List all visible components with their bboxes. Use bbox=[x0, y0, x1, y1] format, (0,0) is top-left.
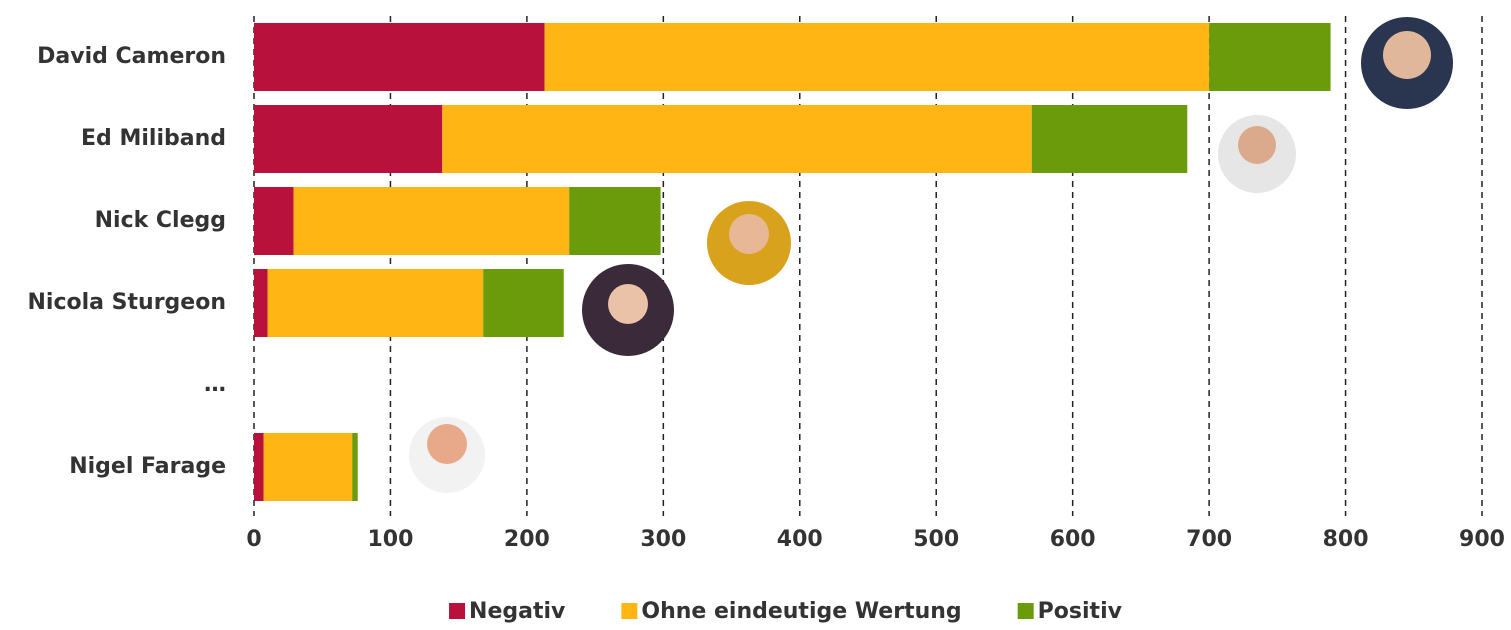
bar-segment bbox=[254, 23, 545, 91]
legend-swatch bbox=[621, 603, 637, 619]
bar-segment bbox=[1209, 23, 1330, 91]
bar-segment bbox=[254, 187, 294, 255]
legend-label: Negativ bbox=[469, 599, 566, 624]
bar-segment bbox=[1032, 105, 1188, 173]
legend-swatch bbox=[449, 603, 465, 619]
photo-face bbox=[608, 284, 648, 324]
bar-segment bbox=[254, 105, 442, 173]
y-tick-label: David Cameron bbox=[37, 44, 226, 69]
bar-segment bbox=[569, 187, 660, 255]
photo-face bbox=[1383, 31, 1431, 79]
x-tick-label: 300 bbox=[640, 527, 686, 552]
x-tick-label: 200 bbox=[504, 527, 550, 552]
x-tick-label: 800 bbox=[1323, 527, 1369, 552]
bar-segment bbox=[264, 433, 353, 501]
y-tick-label: Nicola Sturgeon bbox=[28, 290, 226, 315]
x-tick-label: 100 bbox=[367, 527, 413, 552]
legend-label: Positiv bbox=[1038, 599, 1123, 624]
bar-segment bbox=[483, 269, 564, 337]
chart: 0 100 200 300 400 500 600 700 800 900 David Camero… bbox=[0, 0, 1511, 630]
x-tick-label: 400 bbox=[777, 527, 823, 552]
bar-segment bbox=[268, 269, 484, 337]
bar-segment bbox=[352, 433, 357, 501]
y-tick-label: Nigel Farage bbox=[69, 454, 226, 479]
bar-segment bbox=[545, 23, 1209, 91]
legend: Negativ Ohne eindeutige Wertung Positiv bbox=[449, 599, 1123, 624]
x-tick-label: 900 bbox=[1459, 527, 1505, 552]
bar-segment bbox=[294, 187, 570, 255]
x-tick-label: 700 bbox=[1186, 527, 1232, 552]
legend-label: Ohne eindeutige Wertung bbox=[641, 599, 961, 624]
x-tick-label: 0 bbox=[246, 527, 261, 552]
x-tick-label: 600 bbox=[1050, 527, 1096, 552]
legend-swatch bbox=[1018, 603, 1034, 619]
y-tick-label: … bbox=[204, 372, 226, 397]
photo-face bbox=[1238, 126, 1276, 164]
x-tick-label: 500 bbox=[913, 527, 959, 552]
photo-face bbox=[729, 214, 769, 254]
bar-segment bbox=[254, 433, 264, 501]
bar-segment bbox=[254, 269, 268, 337]
y-tick-label: Ed Miliband bbox=[81, 126, 226, 151]
y-tick-label: Nick Clegg bbox=[95, 208, 226, 233]
bar-segment bbox=[442, 105, 1031, 173]
photo-face bbox=[427, 424, 467, 464]
